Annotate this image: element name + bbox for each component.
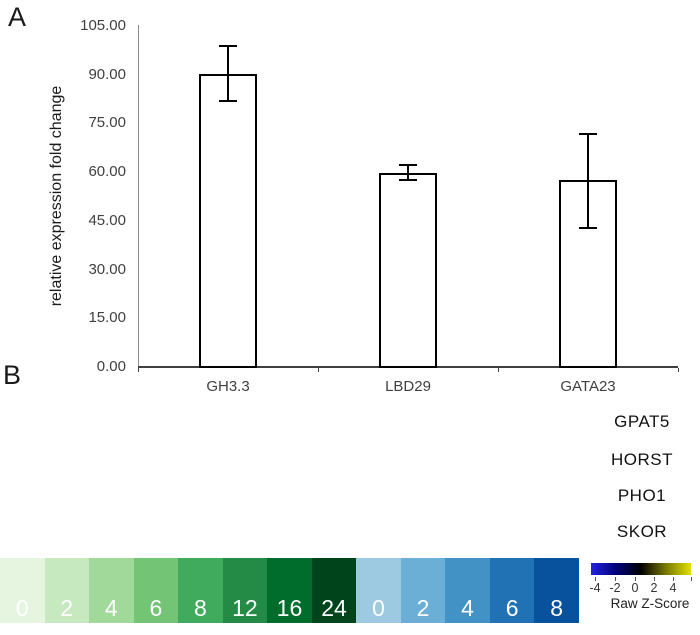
- row-label-SKOR: SKOR: [616, 522, 668, 541]
- y-tick-label: 60.00: [88, 163, 126, 181]
- scale-block-label: 4: [104, 595, 118, 621]
- y-tick-label: 15.00: [88, 309, 126, 327]
- zscore-tick-label: 2: [650, 581, 658, 595]
- zscore-tick-label: 4: [669, 581, 677, 595]
- x-axis-tick: [678, 368, 679, 372]
- y-tick-label: 105.00: [80, 17, 126, 34]
- heatmap-color-scale: 0 2 4 6 8 12 16 24 0 2 4 6 8: [0, 558, 579, 623]
- scale-block-label: 8: [193, 595, 207, 621]
- scale-block-label: 2: [416, 595, 430, 621]
- zscore-tick: [615, 577, 616, 581]
- error-bar-cap-bottom: [579, 227, 597, 230]
- zscore-tick: [595, 577, 596, 581]
- scale-block-label: 0: [15, 595, 29, 621]
- scale-block-label: 2: [60, 595, 74, 621]
- zscore-tick-label: -4: [589, 581, 601, 595]
- scale-block-label: 12: [232, 595, 258, 621]
- panel-a-label: A: [8, 2, 27, 32]
- scale-block-blue-8: 8: [534, 558, 579, 623]
- error-bar-cap-top: [399, 164, 417, 167]
- error-bar-cap-bottom: [219, 99, 237, 102]
- zscore-gradient-bar: [591, 563, 691, 575]
- y-tick-label: 30.00: [88, 260, 126, 278]
- scale-block-green-0: 0: [0, 558, 45, 623]
- scale-block-label: 8: [550, 595, 564, 621]
- zscore-tick-label: -2: [609, 581, 621, 595]
- scale-block-label: 24: [321, 595, 347, 621]
- y-axis-line: [138, 25, 139, 366]
- zscore-tick: [635, 577, 636, 581]
- panel-b-label: B: [3, 360, 22, 390]
- x-category-label: GATA23: [560, 378, 616, 395]
- bar-GH3.3: [199, 73, 257, 368]
- x-axis-tick: [318, 368, 319, 372]
- error-bar-cap-bottom: [399, 179, 417, 182]
- scale-block-blue-0: 0: [356, 558, 401, 623]
- scale-block-green-6: 6: [133, 558, 179, 623]
- scale-block-label: 6: [505, 595, 519, 621]
- error-bar-line: [587, 133, 589, 229]
- zscore-legend-title: Raw Z-Score: [610, 596, 690, 611]
- y-tick-label: 0.00: [96, 358, 126, 375]
- scale-block-blue-2: 2: [400, 558, 446, 623]
- y-tick-label: 75.00: [88, 114, 126, 132]
- x-axis-tick: [498, 368, 499, 372]
- row-label-PHO1: PHO1: [617, 486, 667, 505]
- scale-block-label: 4: [461, 595, 474, 621]
- scale-block-green-4: 4: [89, 558, 134, 623]
- zscore-tick-label: 0: [631, 581, 639, 595]
- scale-block-green-2: 2: [44, 558, 90, 623]
- scale-block-green-24: 24: [311, 558, 357, 623]
- bar-LBD29: [379, 172, 437, 368]
- scale-block-blue-4: 4: [445, 558, 490, 623]
- error-bar-cap-top: [219, 45, 237, 48]
- scale-block-label: 0: [372, 595, 385, 621]
- x-axis-tick: [138, 368, 139, 372]
- zscore-tick: [654, 577, 655, 581]
- error-bar-cap-top: [579, 132, 597, 135]
- error-bar-line: [227, 46, 229, 101]
- zscore-tick: [673, 577, 674, 581]
- zscore-tick: [691, 577, 692, 581]
- x-category-label: LBD29: [385, 378, 431, 395]
- scale-block-green-12: 12: [222, 558, 268, 623]
- row-label-GPAT5: GPAT5: [614, 412, 670, 431]
- scale-block-blue-6: 6: [489, 558, 535, 623]
- x-category-label: GH3.3: [206, 378, 250, 395]
- error-bar-line: [407, 165, 409, 181]
- y-tick-label: 45.00: [88, 211, 126, 229]
- scale-block-green-8: 8: [178, 558, 223, 623]
- y-tick-label: 90.00: [88, 65, 126, 83]
- scale-block-green-16: 16: [267, 558, 312, 623]
- scale-block-label: 16: [276, 595, 303, 621]
- row-label-HORST: HORST: [611, 450, 673, 469]
- scale-block-label: 6: [149, 595, 163, 621]
